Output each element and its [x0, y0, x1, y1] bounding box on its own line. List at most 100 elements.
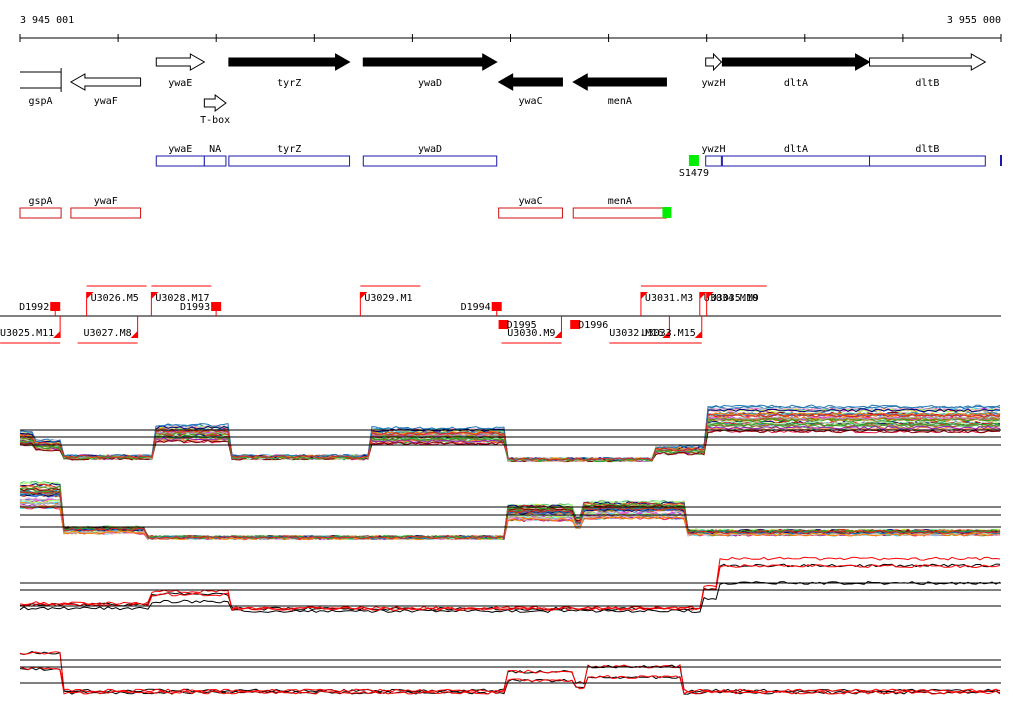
promoter-label-top: U3031.M3	[645, 293, 693, 304]
expression-series-line	[19, 505, 1001, 541]
promoter-flag-bottom	[554, 331, 562, 338]
gene-label: menA	[608, 96, 632, 107]
promoter-flag-top	[360, 292, 368, 299]
plus-feature-label: ywaD	[418, 144, 442, 155]
plus-marker-box	[688, 155, 699, 166]
promoter-label-top: D1994	[461, 302, 491, 313]
promoter-flag-top	[706, 292, 714, 299]
promoter-flag-bottom	[662, 331, 670, 338]
gene-arrow	[362, 53, 498, 71]
plus-feature-box	[705, 155, 722, 167]
promoter-box-bottom	[498, 320, 509, 329]
expression-series-line	[20, 491, 1001, 540]
plus-feature-label: NA	[209, 144, 221, 155]
expression-series-line	[19, 651, 1001, 693]
minus-feature-label: ywaC	[519, 196, 543, 207]
expression-profile-tracks	[19, 404, 1001, 695]
plus-feature-box	[869, 155, 986, 167]
promoter-label-bottom: U3033.M15	[642, 328, 696, 339]
expression-profile	[19, 556, 1001, 613]
plus-feature-label: tyrZ	[277, 144, 301, 155]
promoter-flag-top	[86, 292, 94, 299]
promoter-label-top: U3026.M5	[91, 293, 139, 304]
gene-label: ywaF	[94, 96, 118, 107]
promoter-flag-bottom	[130, 331, 138, 338]
plus-feature-label: dltB	[915, 144, 939, 155]
plus-marker-label: S1479	[679, 168, 709, 179]
gene-label: tyrZ	[277, 78, 301, 89]
expression-series-line	[19, 666, 1001, 695]
promoter-label-bottom: U3025.M11	[0, 328, 54, 339]
promoter-box-top	[211, 302, 222, 311]
minus-strand-transcripts-track: gspA ywaF ywaC menA	[19, 196, 672, 219]
expression-series-line	[19, 580, 1001, 613]
minus-feature-label: gspA	[29, 196, 53, 207]
promoter-flag-top	[640, 292, 648, 299]
gene-arrow	[69, 73, 142, 91]
promoter-label-top: U3035.M9	[711, 293, 759, 304]
promoter-flag-bottom	[53, 331, 61, 338]
plus-feature-box	[228, 155, 351, 167]
promoter-label-bottom: U3032.M16	[609, 328, 663, 339]
ruler-start-label: 3 945 001	[20, 15, 74, 26]
minus-feature-box	[572, 207, 667, 219]
expression-series-line	[19, 413, 1001, 462]
promoter-box-bottom	[570, 320, 581, 329]
coordinate-ruler: 3 945 001 3 955 000	[19, 15, 1002, 42]
minus-feature-box	[70, 207, 142, 219]
expression-series-line	[19, 563, 1001, 611]
promoter-label-top: U3028.M17	[155, 293, 209, 304]
gene-arrow	[705, 52, 723, 72]
gene-label: T-box	[200, 115, 230, 126]
expression-profile	[19, 404, 1001, 463]
promoter-label-bottom: D1996	[578, 320, 608, 331]
gene-label: gspA	[29, 96, 53, 107]
plus-feature-box	[203, 155, 227, 167]
expression-profile	[19, 651, 1001, 695]
plus-strand-transcripts-track: ywaE NA tyrZ ywaD ywzH dltA dltB S1479	[155, 144, 1002, 179]
ruler-end-label: 3 955 000	[947, 15, 1001, 26]
minus-feature-label: menA	[608, 196, 632, 207]
plus-feature-label: ywzH	[701, 144, 725, 155]
gene-label: ywaD	[418, 78, 442, 89]
minus-feature-box	[498, 207, 563, 219]
gene-arrow	[869, 53, 987, 71]
promoter-label-top: U3034.M10	[704, 293, 758, 304]
expression-series-line	[19, 556, 1001, 610]
gene-arrow	[497, 73, 563, 91]
expression-series-line	[19, 651, 1001, 693]
plus-feature-label: dltA	[784, 144, 808, 155]
plus-feature-box	[362, 155, 498, 167]
gene-label: ywaE	[168, 78, 192, 89]
expression-series-line	[19, 667, 1001, 695]
promoter-label-top: U3029.M1	[364, 293, 412, 304]
promoter-flag-top	[151, 292, 159, 299]
plus-feature-label: ywaE	[168, 144, 192, 155]
promoter-label-top: D1992	[19, 302, 49, 313]
expression-series-line	[19, 485, 1001, 540]
promoter-label-bottom: U3030.M9	[507, 328, 555, 339]
minus-marker-box	[662, 207, 672, 218]
promoter-box-top	[491, 302, 502, 311]
gene-label: ywaC	[519, 96, 543, 107]
minus-feature-box	[19, 207, 62, 219]
expression-profile	[19, 481, 1001, 541]
gene-arrow	[203, 94, 227, 112]
expression-series-line	[19, 422, 1001, 462]
promoter-box-top	[50, 302, 61, 311]
gene-arrow	[155, 53, 206, 71]
minus-feature-label: ywaF	[94, 196, 118, 207]
promoter-label-bottom: U3027.M8	[83, 328, 131, 339]
gene-label: dltB	[915, 78, 939, 89]
gene-label: dltA	[784, 78, 808, 89]
promoter-label-bottom: D1995	[507, 320, 537, 331]
gene-arrow	[721, 53, 871, 71]
plus-feature-box	[155, 155, 205, 167]
plus-feature-box	[721, 155, 871, 167]
annotated-genes-track: gspA ywaF ywaE T-box tyrZ ywaD ywaC menA ywzH dlt…	[20, 52, 987, 126]
gene-label: ywzH	[701, 78, 725, 89]
expression-series-line	[19, 564, 1001, 611]
promoter-label-top: D1993	[180, 302, 210, 313]
